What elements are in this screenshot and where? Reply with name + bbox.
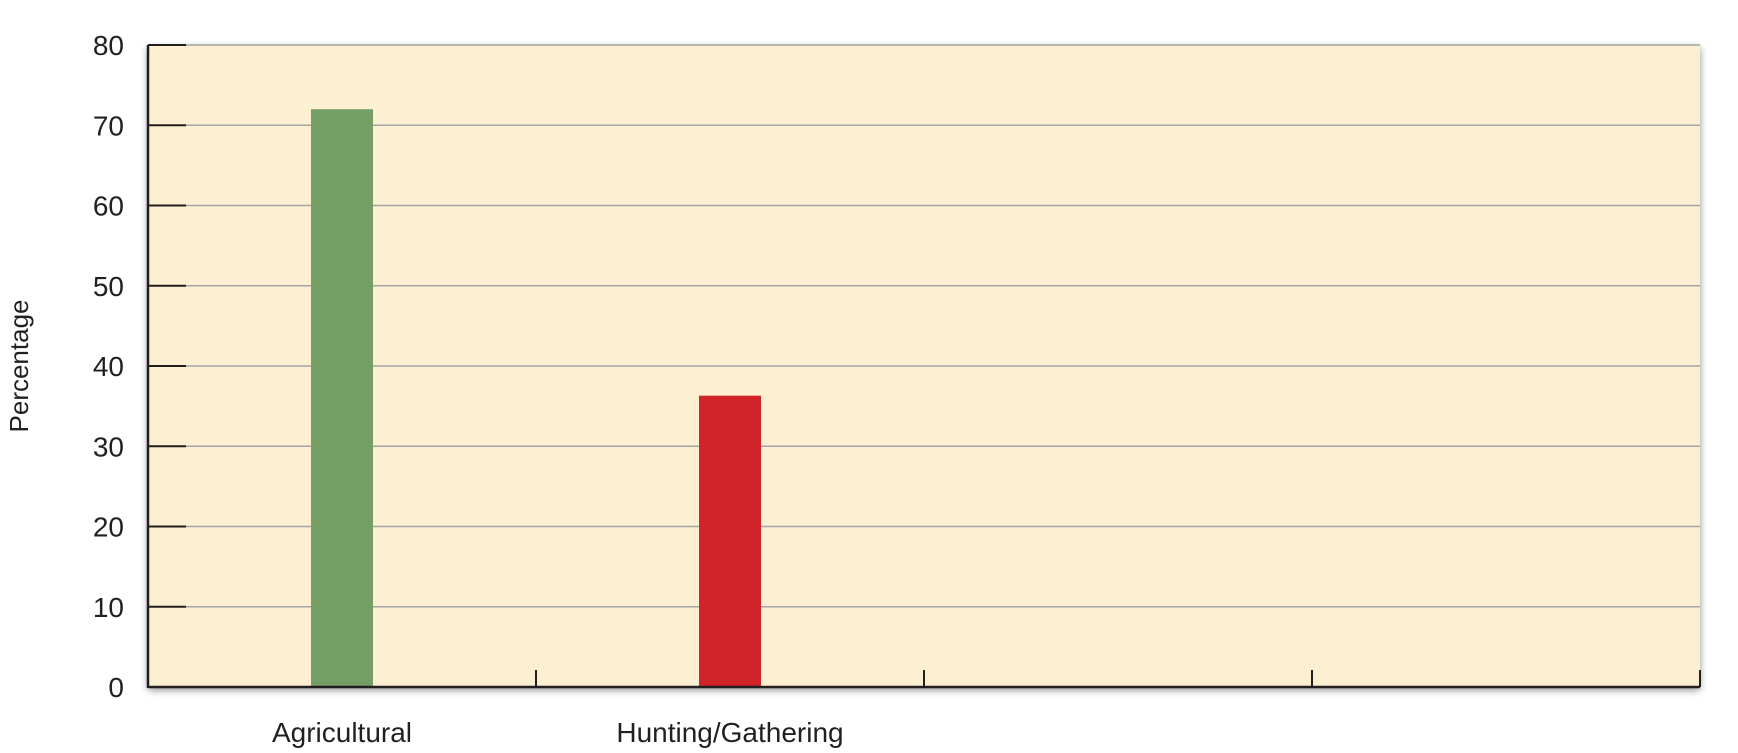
y-tick-label: 30 — [93, 431, 124, 462]
y-tick-label: 60 — [93, 191, 124, 222]
y-tick-label: 80 — [93, 30, 124, 61]
axes — [146, 44, 1701, 689]
bar-hunting-gathering — [699, 395, 761, 687]
y-tick-label: 20 — [93, 512, 124, 543]
x-tick-labels: Agricultural Hunting/Gathering — [272, 717, 844, 748]
y-axis-label: Percentage — [4, 300, 34, 433]
y-tick-label: 40 — [93, 351, 124, 382]
gridlines — [148, 44, 1700, 608]
bars — [311, 109, 761, 687]
x-tick-label: Hunting/Gathering — [616, 717, 843, 748]
x-tick-label: Agricultural — [272, 717, 412, 748]
y-tick-labels: 0 10 20 30 40 50 60 70 80 — [93, 30, 124, 703]
y-tick-label: 70 — [93, 110, 124, 141]
y-tick-label: 0 — [108, 672, 124, 703]
y-tick-label: 50 — [93, 271, 124, 302]
y-tick-label: 10 — [93, 592, 124, 623]
bar-agricultural — [311, 109, 373, 687]
